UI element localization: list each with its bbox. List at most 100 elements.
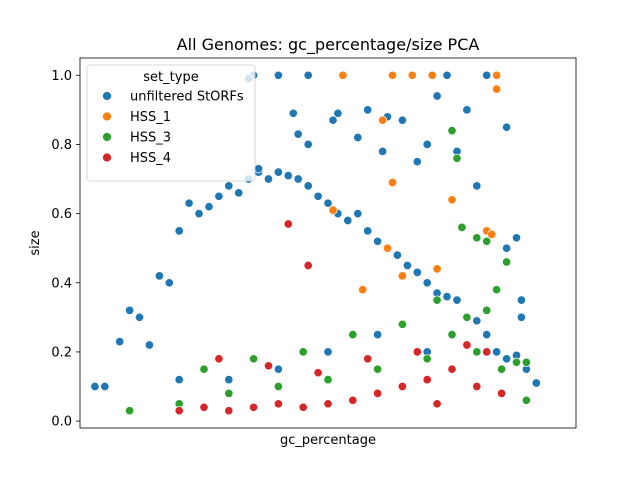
data-point <box>382 243 393 253</box>
data-point <box>397 381 407 392</box>
data-point <box>442 70 452 80</box>
data-point <box>422 375 432 385</box>
data-point <box>452 295 462 305</box>
data-point <box>432 91 442 101</box>
data-point <box>224 406 234 416</box>
data-point <box>293 129 303 139</box>
data-point <box>482 70 492 80</box>
legend-box <box>86 64 256 182</box>
data-point <box>497 364 507 374</box>
data-point <box>462 105 472 115</box>
data-point <box>328 115 338 125</box>
data-point <box>392 250 402 260</box>
series-hss-1 <box>328 70 502 295</box>
data-point <box>263 361 274 371</box>
data-point <box>472 381 482 392</box>
data-point <box>115 337 125 347</box>
legend-title: set_type <box>143 70 198 85</box>
data-point <box>273 364 283 374</box>
data-point <box>204 202 214 212</box>
data-point <box>303 139 313 149</box>
data-point <box>363 226 373 236</box>
data-point <box>492 285 502 295</box>
data-point <box>263 174 274 184</box>
data-point <box>154 271 164 281</box>
data-point <box>427 70 437 80</box>
data-point <box>516 312 526 322</box>
data-point <box>273 381 283 392</box>
data-point <box>422 278 432 288</box>
data-point <box>125 305 135 315</box>
data-point <box>298 402 308 412</box>
data-point <box>303 70 313 80</box>
legend-entry-label: HSS_4 <box>130 151 171 166</box>
data-point <box>353 209 363 219</box>
data-point <box>144 340 154 350</box>
data-point <box>378 146 388 156</box>
data-point <box>323 375 333 385</box>
data-point <box>373 388 383 398</box>
y-axis: 0.0 0.2 0.4 0.6 0.8 1.0 <box>51 69 80 430</box>
legend-entry-label: HSS_1 <box>130 110 171 125</box>
series-hss-4 <box>174 219 507 416</box>
data-point <box>234 188 244 198</box>
data-point <box>492 347 502 357</box>
data-point <box>511 233 522 243</box>
data-point <box>472 316 482 326</box>
data-point <box>90 381 100 392</box>
data-point <box>249 402 259 412</box>
data-point <box>125 406 135 416</box>
data-point <box>432 295 442 305</box>
data-point <box>214 191 224 201</box>
data-point <box>164 278 174 288</box>
data-point <box>432 264 442 274</box>
data-point <box>293 174 303 184</box>
data-point <box>303 181 313 191</box>
data-point <box>387 177 398 188</box>
data-point <box>531 378 541 388</box>
data-point <box>100 381 110 392</box>
legend-marker <box>102 132 112 142</box>
data-point <box>353 132 363 143</box>
data-point <box>502 354 512 364</box>
data-point <box>313 191 323 201</box>
data-point <box>224 375 234 385</box>
data-point <box>472 347 482 357</box>
data-point <box>363 105 373 115</box>
data-point <box>502 243 512 253</box>
data-point <box>492 84 502 94</box>
points-layer <box>90 70 541 416</box>
data-point <box>502 257 512 267</box>
data-point <box>199 364 209 374</box>
y-tick-label: 0.2 <box>51 345 72 360</box>
chart-title: All Genomes: gc_percentage/size PCA <box>177 35 480 55</box>
data-point <box>224 181 234 191</box>
data-point <box>273 167 283 177</box>
data-point <box>323 399 333 409</box>
data-point <box>283 219 293 229</box>
data-point <box>482 330 492 340</box>
data-point <box>472 181 482 191</box>
data-point <box>328 205 338 215</box>
data-point <box>497 388 507 398</box>
data-point <box>482 236 492 246</box>
legend: set_type unfiltered StORFs HSS_1 HSS_3 HSS_… <box>86 64 256 182</box>
y-tick-label: 1.0 <box>51 69 72 84</box>
data-point <box>447 195 457 205</box>
data-point <box>492 70 502 80</box>
data-point <box>184 198 194 208</box>
data-point <box>447 330 457 340</box>
data-point <box>348 395 358 405</box>
data-point <box>412 157 422 167</box>
x-axis-label: gc_percentage <box>280 433 376 448</box>
data-point <box>348 330 358 340</box>
data-point <box>397 319 407 329</box>
data-point <box>482 305 492 315</box>
data-point <box>432 399 442 409</box>
data-point <box>447 126 457 136</box>
data-point <box>487 229 497 239</box>
data-point <box>502 122 512 132</box>
data-point <box>199 402 209 412</box>
data-point <box>273 399 283 409</box>
